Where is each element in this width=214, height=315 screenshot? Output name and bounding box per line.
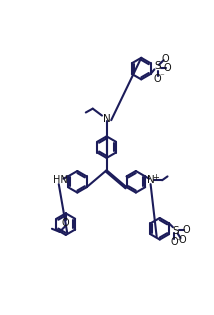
Text: O: O: [171, 237, 178, 247]
Text: ⁻: ⁻: [177, 237, 181, 246]
Text: S: S: [173, 226, 179, 236]
Text: O: O: [164, 63, 171, 73]
Text: O: O: [178, 235, 186, 245]
Text: N: N: [103, 114, 110, 124]
Text: ⁻: ⁻: [159, 72, 164, 82]
Text: O: O: [154, 74, 161, 84]
Text: HN: HN: [53, 175, 68, 185]
Text: S: S: [154, 61, 161, 71]
Text: +: +: [152, 173, 159, 182]
Text: O: O: [62, 218, 70, 228]
Text: O: O: [183, 225, 191, 235]
Text: O: O: [161, 54, 169, 64]
Text: N: N: [147, 175, 155, 185]
